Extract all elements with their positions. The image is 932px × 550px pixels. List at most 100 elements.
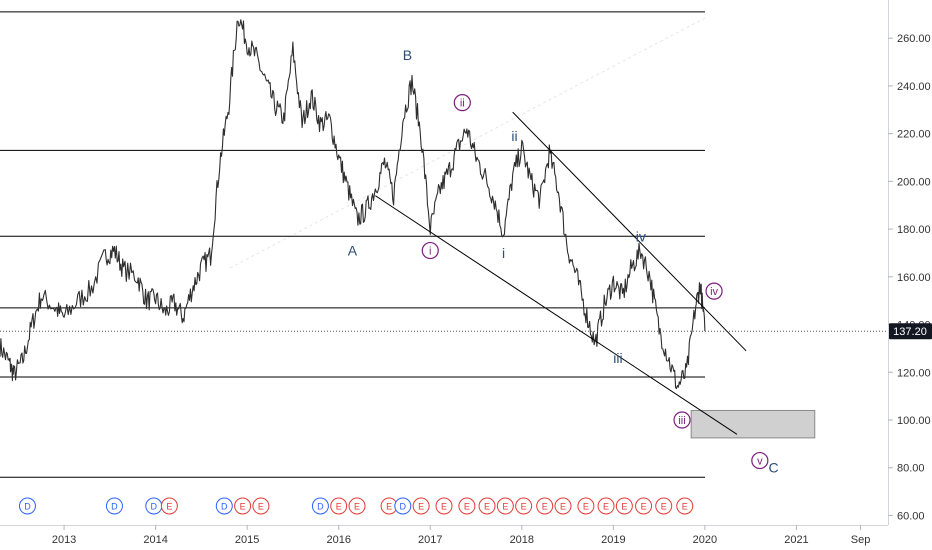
earnings-marker[interactable] bbox=[348, 497, 366, 515]
trendline bbox=[375, 195, 738, 435]
price-tick-label: 80.00 bbox=[897, 463, 925, 475]
earnings-marker[interactable] bbox=[554, 497, 572, 515]
last-price-badge-bg bbox=[889, 323, 932, 340]
time-tick-label: 2014 bbox=[143, 534, 167, 546]
event-marker-label: E bbox=[166, 502, 172, 512]
wave-label: iii bbox=[678, 415, 685, 427]
time-tick-label: Sep bbox=[851, 534, 871, 546]
time-tick-label: 2018 bbox=[510, 534, 534, 546]
dividend-marker[interactable] bbox=[105, 497, 123, 515]
wave-label: ii bbox=[511, 128, 517, 144]
time-tick-label: 2021 bbox=[784, 534, 808, 546]
event-marker-label: D bbox=[151, 502, 158, 512]
last-price-badge: 137.20 bbox=[889, 323, 932, 340]
time-tick-label: 2013 bbox=[52, 534, 76, 546]
price-series bbox=[0, 19, 706, 390]
earnings-marker[interactable] bbox=[160, 497, 178, 515]
last-price-label: 137.20 bbox=[893, 326, 927, 338]
earnings-marker[interactable] bbox=[515, 497, 533, 515]
earnings-marker[interactable] bbox=[635, 497, 653, 515]
wave-label: iv bbox=[636, 228, 646, 244]
price-axis[interactable]: 260.00240.00220.00200.00180.00160.00140.… bbox=[888, 33, 931, 522]
earnings-marker[interactable] bbox=[577, 497, 595, 515]
event-marker-label: E bbox=[386, 502, 392, 512]
earnings-marker[interactable] bbox=[478, 497, 496, 515]
price-tick-label: 100.00 bbox=[897, 415, 931, 427]
event-marker-label: E bbox=[336, 502, 342, 512]
wave-label: i bbox=[429, 246, 431, 258]
event-marker-label: D bbox=[24, 502, 31, 512]
wave-label-circle bbox=[751, 451, 769, 470]
event-marker-label: E bbox=[521, 502, 527, 512]
event-marker-label: E bbox=[583, 502, 589, 512]
earnings-marker[interactable] bbox=[597, 497, 615, 515]
wave-label: ii bbox=[460, 98, 465, 110]
wave-label: C bbox=[769, 460, 779, 476]
event-marker-label: D bbox=[221, 502, 228, 512]
wave-label-circle bbox=[453, 94, 471, 112]
dividend-marker[interactable] bbox=[215, 497, 233, 515]
price-tick-label: 260.00 bbox=[897, 33, 931, 45]
event-marker-label: E bbox=[682, 502, 688, 512]
price-tick-label: 200.00 bbox=[897, 176, 931, 188]
time-tick-label: 2019 bbox=[601, 534, 625, 546]
event-marker-label: E bbox=[484, 502, 490, 512]
time-axis[interactable]: 2013 2014 2015 2016 2017 2018 2019 2020 2021 Sep bbox=[52, 525, 870, 546]
wave-label: A bbox=[348, 243, 358, 259]
earnings-marker[interactable] bbox=[496, 497, 514, 515]
event-marker-label: E bbox=[641, 502, 647, 512]
trendlines bbox=[375, 111, 747, 435]
event-marker-label: E bbox=[502, 502, 508, 512]
earnings-marker[interactable] bbox=[234, 497, 252, 515]
target-zone bbox=[690, 409, 816, 439]
event-marker-label: E bbox=[240, 502, 246, 512]
earnings-marker[interactable] bbox=[412, 497, 430, 515]
time-tick-label: 2020 bbox=[693, 534, 717, 546]
event-marker-label: E bbox=[542, 502, 548, 512]
price-tick-label: 220.00 bbox=[897, 129, 931, 141]
time-tick-label: 2015 bbox=[235, 534, 259, 546]
event-marker-label: E bbox=[418, 502, 424, 512]
earnings-marker[interactable] bbox=[655, 497, 673, 515]
wave-label: i bbox=[502, 245, 505, 261]
wave-label-circle bbox=[421, 241, 439, 260]
earnings-marker[interactable] bbox=[330, 497, 348, 515]
event-marker-label: E bbox=[603, 502, 609, 512]
event-marker-label: E bbox=[621, 502, 627, 512]
time-tick-label: 2017 bbox=[418, 534, 442, 546]
wave-label: iii bbox=[613, 350, 622, 366]
event-marker-label: D bbox=[400, 502, 407, 512]
price-tick-label: 160.00 bbox=[897, 272, 931, 284]
price-tick-label: 60.00 bbox=[897, 510, 925, 522]
earnings-marker[interactable] bbox=[615, 497, 633, 515]
event-marker-label: E bbox=[441, 502, 447, 512]
wave-label-circle bbox=[673, 411, 691, 429]
dividend-marker[interactable] bbox=[311, 497, 329, 515]
earnings-marker[interactable] bbox=[536, 497, 554, 515]
price-tick-label: 240.00 bbox=[897, 81, 931, 93]
event-marker-label: E bbox=[464, 502, 470, 512]
price-tick-label: 120.00 bbox=[897, 367, 931, 379]
event-marker-label: E bbox=[560, 502, 566, 512]
time-tick-label: 2016 bbox=[326, 534, 350, 546]
trendline bbox=[512, 111, 747, 352]
event-marker-label: D bbox=[111, 502, 118, 512]
earnings-marker[interactable] bbox=[458, 497, 476, 515]
earnings-marker[interactable] bbox=[435, 497, 453, 515]
event-marker-label: E bbox=[661, 502, 667, 512]
wave-label: v bbox=[757, 456, 763, 468]
plot-background bbox=[0, 0, 888, 525]
horizontal-levels bbox=[0, 11, 705, 478]
earnings-marker[interactable] bbox=[676, 497, 694, 515]
price-tick-label: 180.00 bbox=[897, 224, 931, 236]
dividend-marker[interactable] bbox=[18, 497, 36, 515]
event-marker-label: E bbox=[354, 502, 360, 512]
dividend-marker[interactable] bbox=[394, 497, 412, 515]
earnings-marker[interactable] bbox=[252, 497, 270, 515]
event-marker-label: D bbox=[317, 502, 324, 512]
wave-label: B bbox=[403, 47, 412, 63]
price-line bbox=[0, 19, 706, 390]
